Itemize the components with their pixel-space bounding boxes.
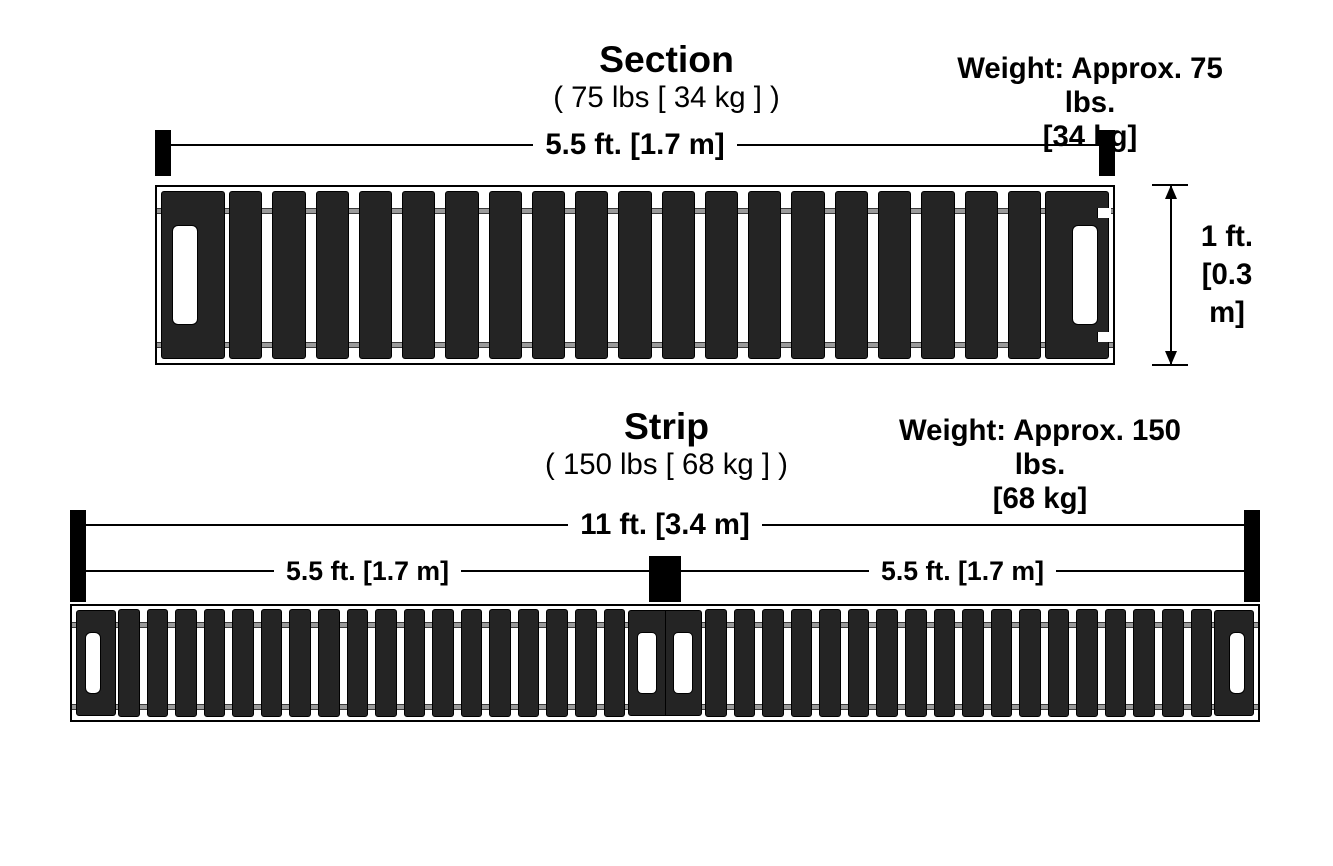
strip-slat	[934, 609, 956, 716]
strip-slat	[705, 609, 727, 716]
section-height-line1: 1 ft.	[1184, 218, 1270, 256]
section-slat	[402, 191, 435, 360]
section-mat-diagram	[155, 185, 1115, 365]
strip-slat	[1133, 609, 1155, 716]
strip-half-left-label: 5.5 ft. [1.7 m]	[274, 556, 461, 587]
strip-slat	[1162, 609, 1184, 716]
section-slat	[575, 191, 608, 360]
section-slat	[791, 191, 824, 360]
strip-slat	[489, 609, 511, 716]
strip-slat	[404, 609, 426, 716]
section-endcap-right	[1045, 191, 1109, 359]
strip-slat	[175, 609, 197, 716]
section-slat	[229, 191, 262, 360]
section-slat	[618, 191, 651, 360]
strip-slat	[1191, 609, 1213, 716]
strip-slat	[791, 609, 813, 716]
section-slat	[489, 191, 522, 360]
strip-slat	[1076, 609, 1098, 716]
strip-slat	[819, 609, 841, 716]
section-slat	[705, 191, 738, 360]
strip-endcap-right	[1214, 610, 1254, 716]
strip-slat	[962, 609, 984, 716]
section-slat	[532, 191, 565, 360]
strip-center-join	[628, 610, 702, 716]
strip-slat	[432, 609, 454, 716]
strip-slat	[375, 609, 397, 716]
strip-half-right-dimension: 5.5 ft. [1.7 m]	[665, 558, 1260, 584]
strip-slat	[461, 609, 483, 716]
section-slat	[878, 191, 911, 360]
strip-slat	[318, 609, 340, 716]
strip-slat	[1019, 609, 1041, 716]
strip-slat	[991, 609, 1013, 716]
strip-slat	[734, 609, 756, 716]
strip-slat	[848, 609, 870, 716]
section-endcap-left	[161, 191, 225, 359]
strip-slat	[118, 609, 140, 716]
strip-slat	[232, 609, 254, 716]
section-slat	[965, 191, 998, 360]
strip-slat	[289, 609, 311, 716]
strip-half-right-label: 5.5 ft. [1.7 m]	[869, 556, 1056, 587]
strip-slat	[1105, 609, 1127, 716]
strip-slat	[546, 609, 568, 716]
strip-slat	[261, 609, 283, 716]
strip-length-dimension: 11 ft. [3.4 m]	[70, 510, 1260, 540]
strip-slat	[876, 609, 898, 716]
section-slat	[748, 191, 781, 360]
section-weight-line1: Weight: Approx. 75 lbs.	[940, 52, 1240, 120]
section-slat	[662, 191, 695, 360]
section-slat	[835, 191, 868, 360]
strip-slat	[762, 609, 784, 716]
section-slat	[359, 191, 392, 360]
strip-slat	[518, 609, 540, 716]
section-slat	[272, 191, 305, 360]
section-length-dimension: 5.5 ft. [1.7 m]	[155, 130, 1115, 160]
section-slat	[921, 191, 954, 360]
section-slat	[445, 191, 478, 360]
strip-slat	[575, 609, 597, 716]
strip-weight-line1: Weight: Approx. 150 lbs.	[870, 414, 1210, 482]
strip-weight-block: Weight: Approx. 150 lbs. [68 kg]	[870, 414, 1210, 516]
strip-length-label: 11 ft. [3.4 m]	[568, 508, 762, 542]
strip-slat	[604, 609, 626, 716]
section-height-dimension: 1 ft. [0.3 m]	[1140, 185, 1270, 365]
section-slat	[316, 191, 349, 360]
strip-half-left-dimension: 5.5 ft. [1.7 m]	[70, 558, 665, 584]
strip-slat	[347, 609, 369, 716]
strip-slat	[147, 609, 169, 716]
strip-mat-diagram	[70, 604, 1260, 722]
strip-slat	[204, 609, 226, 716]
section-height-line2: [0.3 m]	[1184, 256, 1270, 332]
section-length-label: 5.5 ft. [1.7 m]	[533, 128, 736, 162]
strip-endcap-left	[76, 610, 116, 716]
strip-slat	[905, 609, 927, 716]
strip-slat	[1048, 609, 1070, 716]
section-slat	[1008, 191, 1041, 360]
